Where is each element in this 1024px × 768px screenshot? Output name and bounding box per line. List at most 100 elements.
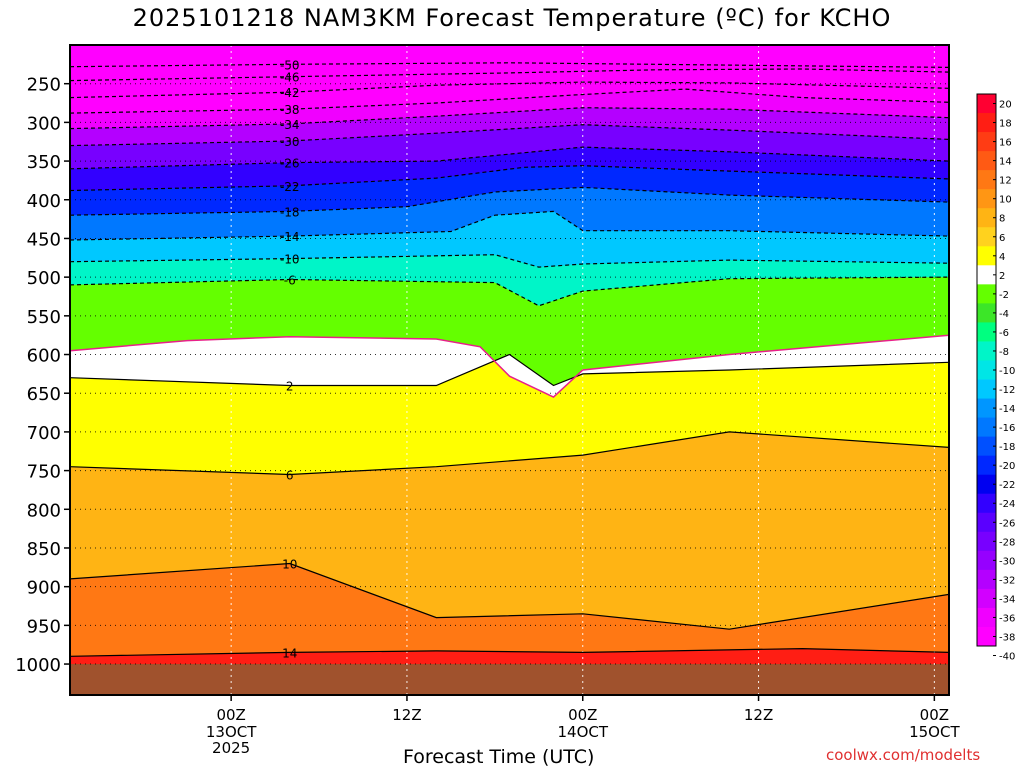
isotherm-line-14 <box>70 647 949 657</box>
colorbar-label: 2 <box>999 271 1005 282</box>
isotherm-line--46 <box>70 68 949 82</box>
isotherm-label: -30 <box>280 135 300 149</box>
isotherm-line--30 <box>70 124 949 147</box>
colorbar-swatch <box>977 227 996 247</box>
colorbar-label: -12 <box>999 385 1015 396</box>
isotherm-line--22 <box>70 165 949 192</box>
colorbar-swatch <box>977 607 996 628</box>
colorbar-swatch <box>977 132 996 152</box>
x-axis-label: Forecast Time (UTC) <box>403 746 595 768</box>
colorbar-label: 6 <box>999 233 1005 244</box>
isotherm-line-2 <box>70 353 949 387</box>
colorbar-label: -32 <box>999 575 1015 586</box>
isotherm-label: -18 <box>280 205 300 219</box>
y-tick-label: 700 <box>27 423 61 444</box>
colorbar-label: 18 <box>999 119 1012 130</box>
x-tick-sublabel: 13OCT <box>206 723 257 741</box>
isotherm-label: 10 <box>282 557 297 571</box>
colorbar-label: -26 <box>999 518 1015 529</box>
colorbar-swatch <box>977 588 996 609</box>
isotherm-line--26 <box>70 146 949 170</box>
colorbar-label: -34 <box>999 594 1015 605</box>
colorbar-label: -38 <box>999 632 1015 643</box>
y-tick-label: 1000 <box>15 655 61 676</box>
y-tick-label: 300 <box>27 113 61 134</box>
colorbar-swatch <box>977 113 996 133</box>
colorbar-swatch <box>977 512 996 533</box>
y-tick-label: 750 <box>27 462 61 483</box>
plot-frame <box>69 44 950 696</box>
isotherm-line-10 <box>70 562 949 630</box>
isotherm-label: 14 <box>282 646 297 660</box>
colorbar-swatch <box>977 322 996 342</box>
credit-text: coolwx.com/modelts <box>826 746 981 764</box>
colorbar: 20 18 16 14 12 10 8 6 4 2 -2 -4 -6 -8 -10 -12 -14 -16 -18 -… <box>976 93 1015 663</box>
isotherm-label: -34 <box>280 118 300 132</box>
colorbar-swatch <box>977 379 996 400</box>
freezing-line <box>70 334 949 398</box>
chart-title: 2025101218 NAM3KM Forecast Temperature (… <box>132 4 892 32</box>
x-tick-sublabel: 15OCT <box>909 723 960 741</box>
isotherm-line--6 <box>70 276 949 307</box>
colorbar-swatch <box>977 303 996 323</box>
colorbar-label: 8 <box>999 214 1005 225</box>
colorbar-swatch <box>977 531 996 552</box>
colorbar-label: 12 <box>999 176 1012 187</box>
colorbar-label: -28 <box>999 537 1015 548</box>
colorbar-swatch <box>977 455 996 476</box>
colorbar-swatch <box>977 208 996 228</box>
colorbar-label: -18 <box>999 442 1015 453</box>
colorbar-label: 14 <box>999 157 1012 168</box>
y-axis: 250 300 350 400 450 500 550 600 650 700 750 800 850 9… <box>15 75 70 676</box>
isotherm-label: -26 <box>280 157 300 171</box>
plot-area: -50-46-42 -38-34 -30 -26 -22 -18 -14 -10 -6 2 6 10 1… <box>70 45 949 695</box>
colorbar-swatch <box>977 170 996 190</box>
colorbar-label: -4 <box>999 309 1009 320</box>
colorbar-swatch <box>977 626 996 647</box>
colorbar-label: -10 <box>999 366 1015 377</box>
y-tick-label: 800 <box>27 500 61 521</box>
y-tick-label: 450 <box>27 229 61 250</box>
x-tick-sublabel: 2025 <box>212 739 250 757</box>
y-tick-label: 350 <box>27 152 61 173</box>
colorbar-swatch <box>977 569 996 590</box>
colorbar-swatch <box>977 550 996 571</box>
isotherm-label: -6 <box>284 273 296 287</box>
isotherm-label: 6 <box>286 468 294 482</box>
isotherm-line--18 <box>70 186 949 216</box>
isotherm-label: -22 <box>280 180 300 194</box>
y-tick-label: 900 <box>27 578 61 599</box>
colorbar-swatch <box>977 417 996 438</box>
temperature-bands <box>70 45 949 695</box>
colorbar-label: -24 <box>999 499 1015 510</box>
isotherm-lines: -50-46-42 -38-34 -30 -26 -22 -18 -14 -10 -6 2 6 10 1… <box>70 58 949 660</box>
y-tick-label: 950 <box>27 616 61 637</box>
x-tick-label: 00Z <box>216 706 245 724</box>
isotherm-line--42 <box>70 81 949 99</box>
colorbar-label: -14 <box>999 404 1015 415</box>
colorbar-label: -22 <box>999 480 1015 491</box>
colorbar-swatch <box>977 189 996 209</box>
colorbar-swatch <box>977 265 996 285</box>
colorbar-swatch <box>977 493 996 514</box>
isotherm-label: -46 <box>280 71 300 85</box>
isotherm-line--38 <box>70 88 949 114</box>
colorbar-swatch <box>977 341 996 361</box>
colorbar-swatch <box>977 246 996 266</box>
y-tick-label: 650 <box>27 384 61 405</box>
y-tick-label: 550 <box>27 307 61 328</box>
x-tick-label: 12Z <box>392 706 421 724</box>
colorbar-label: -2 <box>999 290 1009 301</box>
y-tick-label: 600 <box>27 346 61 367</box>
x-tick-label: 00Z <box>568 706 597 724</box>
ground-fill <box>70 664 949 695</box>
colorbar-swatch <box>977 94 996 114</box>
colorbar-swatch <box>977 284 996 304</box>
colorbar-label: -40 <box>999 652 1015 663</box>
isotherm-line--14 <box>70 210 949 241</box>
isotherm-label: -38 <box>280 103 300 117</box>
colorbar-label: 20 <box>999 100 1012 111</box>
colorbar-swatch <box>977 151 996 171</box>
x-tick-sublabel: 14OCT <box>557 723 608 741</box>
